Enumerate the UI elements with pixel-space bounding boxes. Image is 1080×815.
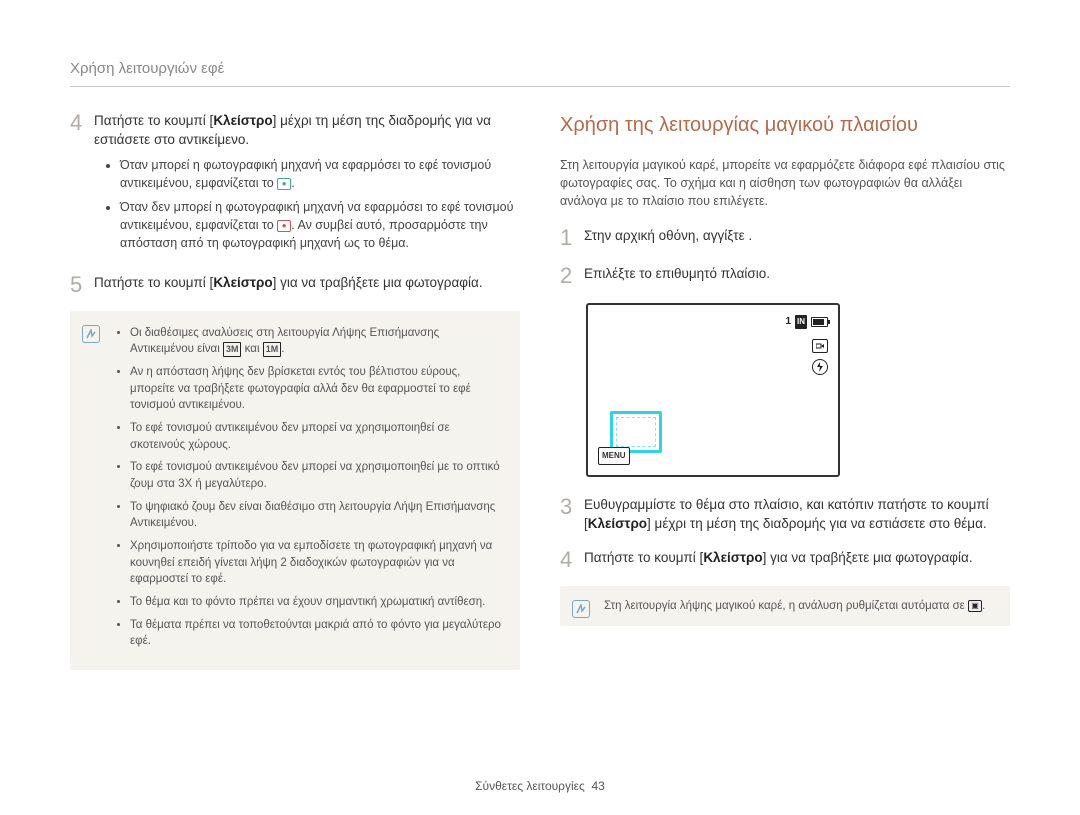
bullet-text: .	[291, 176, 294, 190]
step-number: 3	[560, 495, 574, 534]
battery-icon	[811, 317, 828, 327]
preview-top-icons: 1 IN	[785, 315, 828, 330]
shutter-label: Κλείστρο	[213, 275, 272, 290]
resolution-icon: 3M	[223, 342, 242, 357]
step-4-right: 4 Πατήστε το κουμπί [Κλείστρο] για να τρ…	[560, 548, 1010, 572]
preview-right-icons	[812, 339, 828, 375]
step-text: ] για να τραβήξετε μια φωτογραφία.	[273, 275, 483, 290]
bullet: Όταν μπορεί η φωτογραφική μηχανή να εφαρ…	[120, 156, 520, 192]
note-text: .	[281, 343, 284, 355]
step-number: 2	[560, 264, 574, 288]
step-3: 3 Ευθυγραμμίστε το θέμα στο πλαίσιο, και…	[560, 495, 1010, 534]
step-number: 1	[560, 226, 574, 250]
content-columns: 4 Πατήστε το κουμπί [Κλείστρο] μέχρι τη …	[70, 111, 1010, 670]
step-text: ] μέχρι τη μέση της διαδρομής για να εστ…	[647, 516, 987, 531]
note-text: Οι διαθέσιμες αναλύσεις στη λειτουργία Λ…	[130, 327, 439, 356]
note-item: Οι διαθέσιμες αναλύσεις στη λειτουργία Λ…	[130, 325, 502, 358]
step-text: ] για να τραβήξετε μια φωτογραφία.	[763, 550, 973, 565]
bullet: Όταν δεν μπορεί η φωτογραφική μηχανή να …	[120, 198, 520, 252]
page-number: 43	[591, 779, 604, 793]
page-header: Χρήση λειτουργιών εφέ	[70, 58, 1010, 87]
step-body: Ευθυγραμμίστε το θέμα στο πλαίσιο, και κ…	[584, 495, 1010, 534]
step-number: 5	[70, 273, 84, 297]
step-body: Πατήστε το κουμπί [Κλείστρο] για να τραβ…	[94, 273, 520, 297]
menu-button[interactable]: MENU	[598, 447, 630, 465]
shutter-label: Κλείστρο	[213, 113, 272, 128]
right-column: Χρήση της λειτουργίας μαγικού πλαισίου Σ…	[560, 111, 1010, 670]
note-item: Αν η απόσταση λήψης δεν βρίσκεται εντός …	[130, 364, 502, 414]
note-bullets: Οι διαθέσιμες αναλύσεις στη λειτουργία Λ…	[114, 325, 502, 650]
step-5: 5 Πατήστε το κουμπί [Κλείστρο] για να τρ…	[70, 273, 520, 297]
note-text: .	[982, 600, 985, 612]
note-item: Το εφέ τονισμού αντικειμένου δεν μπορεί …	[130, 420, 502, 453]
note-item: Το εφέ τονισμού αντικειμένου δεν μπορεί …	[130, 459, 502, 492]
step-number: 4	[560, 548, 574, 572]
note-icon	[572, 600, 590, 618]
note-icon	[82, 325, 100, 343]
shutter-label: Κλείστρο	[703, 550, 762, 565]
sub-bullets: Όταν μπορεί η φωτογραφική μηχανή να εφαρ…	[94, 156, 520, 253]
step-1: 1 Στην αρχική οθόνη, αγγίξτε .	[560, 226, 1010, 250]
step-text: Πατήστε το κουμπί [	[94, 113, 213, 128]
step-text: Στην αρχική οθόνη, αγγίξτε	[584, 228, 748, 243]
step-body: Επιλέξτε το επιθυμητό πλαίσιο.	[584, 264, 1010, 288]
intro-text: Στη λειτουργία μαγικού καρέ, μπορείτε να…	[560, 156, 1010, 210]
note-box-right: Στη λειτουργία λήψης μαγικού καρέ, η ανά…	[560, 586, 1010, 627]
step-text: Πατήστε το κουμπί [	[584, 550, 703, 565]
step-text: .	[748, 228, 752, 243]
footer-label: Σύνθετες λειτουργίες	[475, 779, 585, 793]
section-title: Χρήση της λειτουργίας μαγικού πλαισίου	[560, 111, 1010, 140]
page-footer: Σύνθετες λειτουργίες 43	[0, 778, 1080, 795]
resolution-auto-icon: ▣	[968, 600, 982, 612]
step-4: 4 Πατήστε το κουμπί [Κλείστρο] μέχρι τη …	[70, 111, 520, 259]
step-body: Στην αρχική οθόνη, αγγίξτε .	[584, 226, 1010, 250]
camera-screen-preview: 1 IN MENU	[586, 303, 840, 477]
resolution-icon: 1M	[263, 342, 282, 357]
notes-box: Οι διαθέσιμες αναλύσεις στη λειτουργία Λ…	[70, 311, 520, 670]
note-item: Τα θέματα πρέπει να τοποθετούνται μακριά…	[130, 617, 502, 650]
step-body: Πατήστε το κουμπί [Κλείστρο] για να τραβ…	[584, 548, 1010, 572]
note-item: Το θέμα και το φόντο πρέπει να έχουν σημ…	[130, 594, 502, 611]
note-text: Στη λειτουργία λήψης μαγικού καρέ, η ανά…	[604, 600, 968, 612]
shots-counter: 1	[785, 315, 791, 330]
shutter-label: Κλείστρο	[588, 516, 647, 531]
step-2: 2 Επιλέξτε το επιθυμητό πλαίσιο.	[560, 264, 1010, 288]
step-number: 4	[70, 111, 84, 259]
focus-ok-icon: ●	[277, 178, 291, 190]
note-text: και	[241, 343, 262, 355]
left-column: 4 Πατήστε το κουμπί [Κλείστρο] μέχρι τη …	[70, 111, 520, 670]
focus-fail-icon: ●	[277, 220, 291, 232]
bullet-text: Όταν μπορεί η φωτογραφική μηχανή να εφαρ…	[120, 158, 491, 190]
mode-icon	[812, 339, 828, 353]
step-text: Πατήστε το κουμπί [	[94, 275, 213, 290]
flash-icon	[812, 359, 828, 375]
step-body: Πατήστε το κουμπί [Κλείστρο] μέχρι τη μέ…	[94, 111, 520, 259]
storage-in-icon: IN	[795, 315, 807, 329]
note-item: Χρησιμοποιήστε τρίποδο για να εμποδίσετε…	[130, 538, 502, 588]
note-item: Το ψηφιακό ζουμ δεν είναι διαθέσιμο στη …	[130, 499, 502, 532]
